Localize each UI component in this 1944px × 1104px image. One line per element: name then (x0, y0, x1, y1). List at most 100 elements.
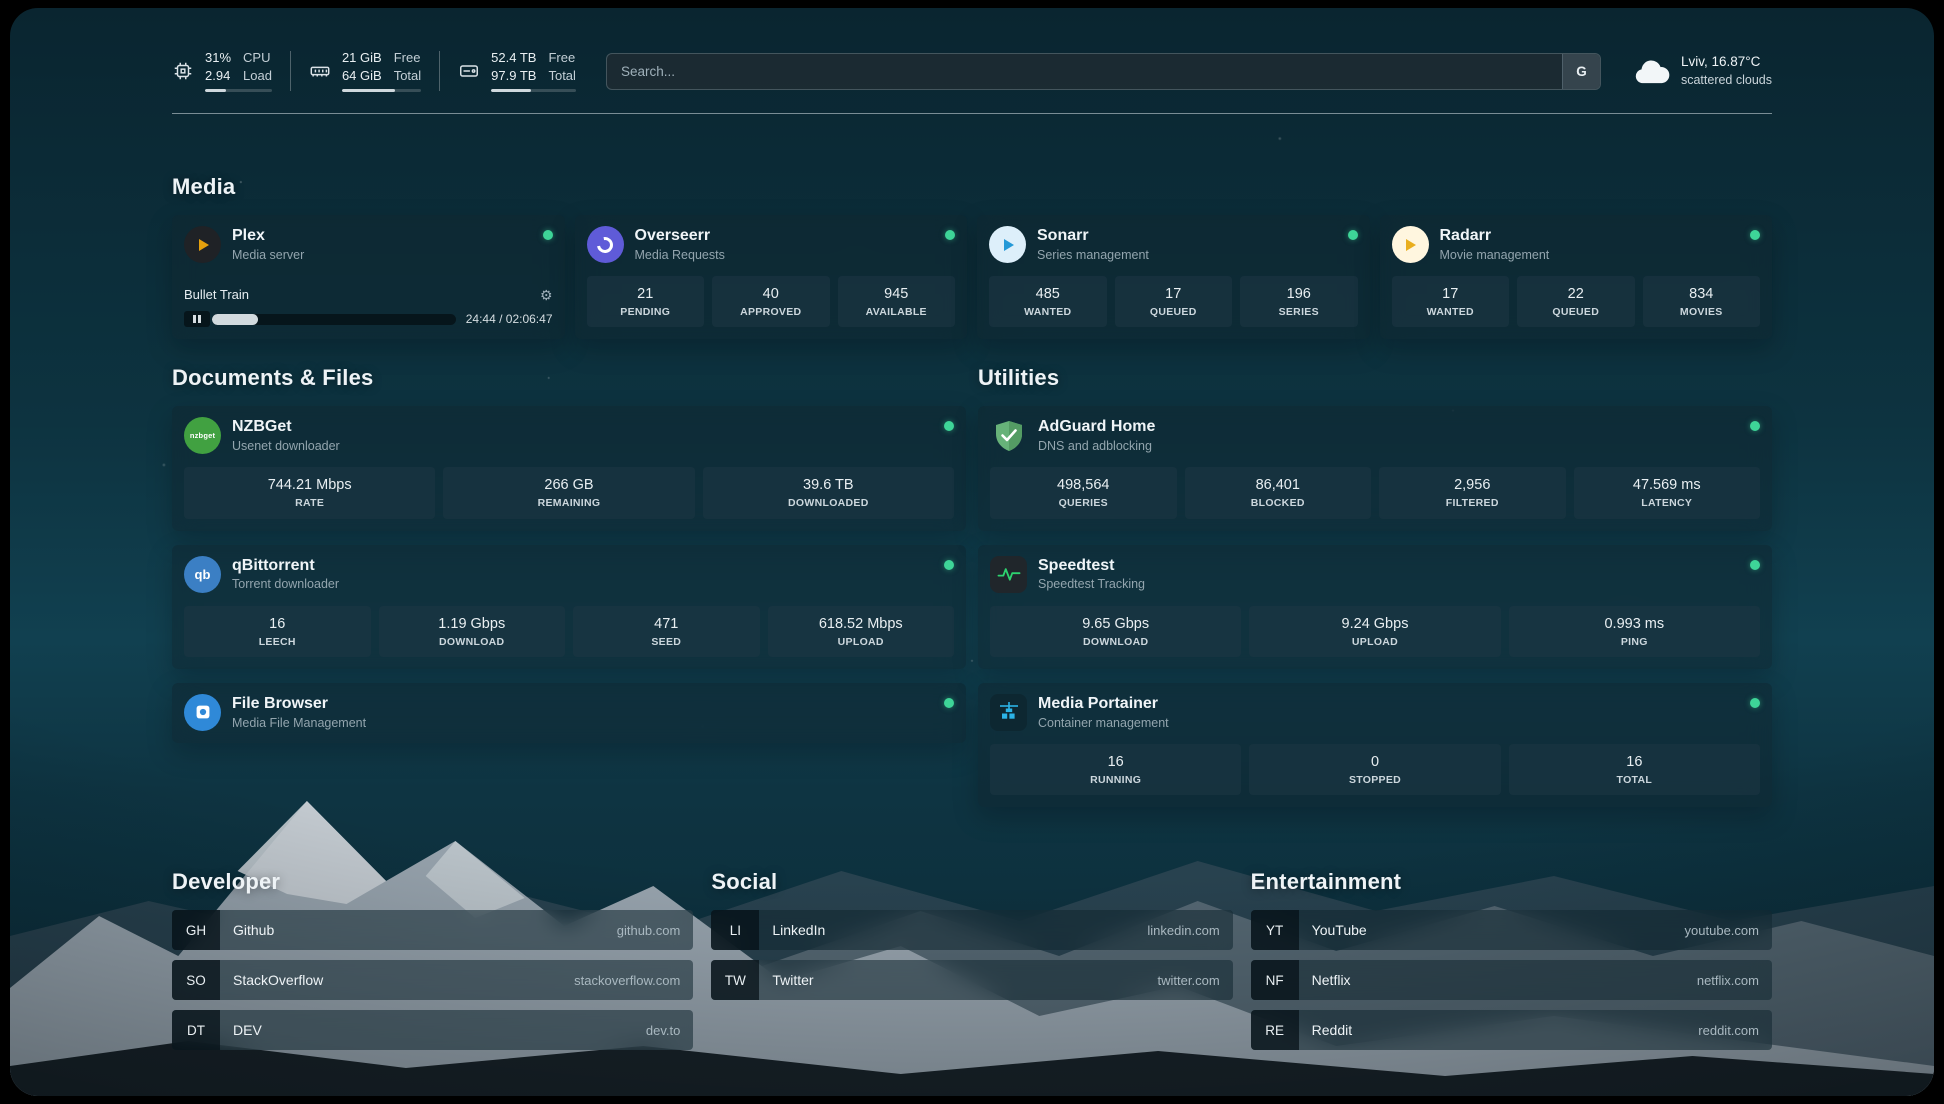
bookmark-url: linkedin.com (1147, 922, 1220, 938)
memory-icon (310, 66, 330, 77)
stat-ping: 0.993 ms PING (1508, 605, 1760, 657)
cpu-icon (174, 62, 192, 80)
stat-label: UPLOAD (837, 635, 884, 648)
section-title-documents: Documents & Files (172, 365, 374, 391)
stat-value: 471 (654, 615, 679, 632)
bookmark-twitter[interactable]: TW Twitter twitter.com (711, 960, 1233, 1001)
search-input[interactable] (605, 52, 1601, 90)
stat-label: LATENCY (1641, 497, 1693, 510)
stat-value: 2,956 (1454, 477, 1491, 494)
bookmark-group-developer: Developer GH Github github.com SO StackO… (172, 869, 694, 1051)
service-card-nzbget[interactable]: nzbget NZBGet Usenet downloader 744.21 M… (172, 406, 966, 531)
stat-value: 17 (1165, 286, 1182, 303)
qbittorrent-icon: qb (184, 555, 221, 593)
bookmark-url: netflix.com (1696, 972, 1759, 988)
memory-readout: 21 GiB Free 64 GiB Total (341, 50, 422, 92)
bookmark-name: YouTube (1311, 922, 1367, 939)
bookmark-reddit[interactable]: RE Reddit reddit.com (1250, 1010, 1772, 1051)
stat-seed: 471 SEED (573, 605, 760, 657)
bookmark-name: Netflix (1311, 972, 1351, 989)
bookmark-linkedin[interactable]: LI LinkedIn linkedin.com (711, 910, 1233, 951)
stat-total: 16 TOTAL (1508, 743, 1760, 796)
service-stats: 9.65 Gbps DOWNLOAD 9.24 Gbps UPLOAD 0.99… (990, 605, 1760, 657)
plex-icon (184, 226, 221, 264)
radarr-icon (1391, 226, 1429, 264)
service-text: Sonarr Series management (1037, 226, 1149, 263)
topbar-divider (289, 51, 291, 91)
service-card-adguard[interactable]: AdGuard Home DNS and adblocking 498,564 … (978, 406, 1772, 531)
stat-wanted: 17 WANTED (1391, 276, 1509, 328)
service-name: NZBGet (232, 418, 292, 436)
service-header: Radarr Movie management (1391, 226, 1760, 264)
stat-label: DOWNLOADED (788, 497, 869, 510)
bookmark-stackoverflow[interactable]: SO StackOverflow stackoverflow.com (172, 960, 694, 1001)
service-card-radarr[interactable]: Radarr Movie management 17 WANTED 22 QUE… (1379, 215, 1772, 340)
adguard-icon (990, 417, 1027, 454)
stat-value: 1.19 Gbps (438, 615, 506, 632)
stat-label: APPROVED (740, 306, 802, 319)
status-dot (542, 230, 553, 240)
bookmark-abbr: DT (172, 1010, 220, 1051)
service-name: Sonarr (1037, 227, 1089, 244)
bookmark-dev[interactable]: DT DEV dev.to (172, 1010, 694, 1051)
memory-usage-bar (341, 88, 422, 92)
stat-downloaded: 39.6 TB DOWNLOADED (702, 467, 954, 519)
stat-value: 0.993 ms (1604, 615, 1665, 632)
cloud-icon (1635, 60, 1670, 84)
cpu-usage-bar (205, 88, 272, 92)
service-card-filebrowser[interactable]: File Browser Media File Management (172, 682, 966, 743)
playback-time: 24:44 / 02:06:47 (465, 312, 553, 327)
stat-remaining: 266 GB REMAINING (443, 467, 695, 519)
service-card-portainer[interactable]: Media Portainer Container management 16 … (978, 682, 1772, 808)
service-header: qb qBittorrent Torrent downloader (184, 555, 954, 593)
stat-value: 834 (1689, 286, 1714, 303)
service-stats: 16 RUNNING 0 STOPPED 16 TOTAL (990, 743, 1760, 796)
stat-value: 9.24 Gbps (1341, 615, 1409, 632)
bookmark-abbr: LI (711, 910, 760, 951)
service-header: Overseerr Media Requests (586, 226, 955, 264)
stat-upload: 618.52 Mbps UPLOAD (767, 605, 954, 657)
stat-download: 9.65 Gbps DOWNLOAD (990, 605, 1242, 657)
stat-label: UPLOAD (1351, 635, 1399, 648)
bookmark-abbr: TW (711, 960, 760, 1001)
service-subtitle: Speedtest Tracking (1038, 577, 1146, 592)
stat-label: RUNNING (1090, 773, 1142, 786)
service-header: Media Portainer Container management (990, 693, 1760, 731)
stat-queued: 22 QUEUED (1517, 276, 1635, 328)
service-card-plex[interactable]: Plex Media server Bullet Train ⚙ (172, 215, 565, 340)
gear-icon[interactable]: ⚙ (539, 286, 553, 303)
service-card-qbittorrent[interactable]: qb qBittorrent Torrent downloader 16 LEE… (172, 544, 966, 669)
nzbget-icon: nzbget (184, 417, 221, 455)
stat-blocked: 86,401 BLOCKED (1184, 467, 1371, 519)
bookmark-name: StackOverflow (233, 972, 324, 989)
bookmark-github[interactable]: GH Github github.com (172, 910, 694, 951)
memory-total-label: Total (393, 68, 422, 83)
service-header: Sonarr Series management (989, 226, 1358, 264)
bookmark-group-social: Social LI LinkedIn linkedin.com TW Twitt… (711, 869, 1233, 1050)
service-card-sonarr[interactable]: Sonarr Series management 485 WANTED 17 Q… (977, 215, 1370, 340)
stat-value: 196 (1286, 286, 1311, 303)
service-text: Speedtest Speedtest Tracking (1038, 556, 1145, 593)
disk-total-value: 97.9 TB (491, 68, 537, 83)
bookmarks-grid: Developer GH Github github.com SO StackO… (172, 869, 1772, 1051)
bookmark-youtube[interactable]: YT YouTube youtube.com (1250, 910, 1772, 951)
status-dot (1750, 697, 1760, 708)
stat-label: BLOCKED (1250, 497, 1305, 510)
bookmark-name: LinkedIn (772, 922, 826, 939)
stat-value: 945 (884, 286, 909, 303)
stat-value: 9.65 Gbps (1082, 615, 1150, 632)
bookmark-group-title: Developer (172, 869, 281, 895)
weather-widget: Lviv, 16.87°C scattered clouds (1631, 53, 1772, 88)
status-dot (944, 697, 954, 708)
stat-pending: 21 PENDING (586, 276, 704, 328)
stat-available: 945 AVAILABLE (837, 276, 955, 328)
cpu-widget: 31% CPU 2.94 Load (172, 50, 272, 92)
service-card-speedtest[interactable]: Speedtest Speedtest Tracking 9.65 Gbps D… (978, 544, 1772, 669)
bookmark-netflix[interactable]: NF Netflix netflix.com (1250, 960, 1772, 1001)
bookmark-url: reddit.com (1698, 1022, 1759, 1038)
service-card-overseerr[interactable]: Overseerr Media Requests 21 PENDING 40 A… (574, 215, 967, 340)
stat-label: WANTED (1024, 306, 1072, 319)
search-provider-button[interactable]: G (1561, 53, 1600, 89)
service-text: qBittorrent Torrent downloader (232, 556, 339, 593)
topbar-divider (439, 51, 441, 91)
